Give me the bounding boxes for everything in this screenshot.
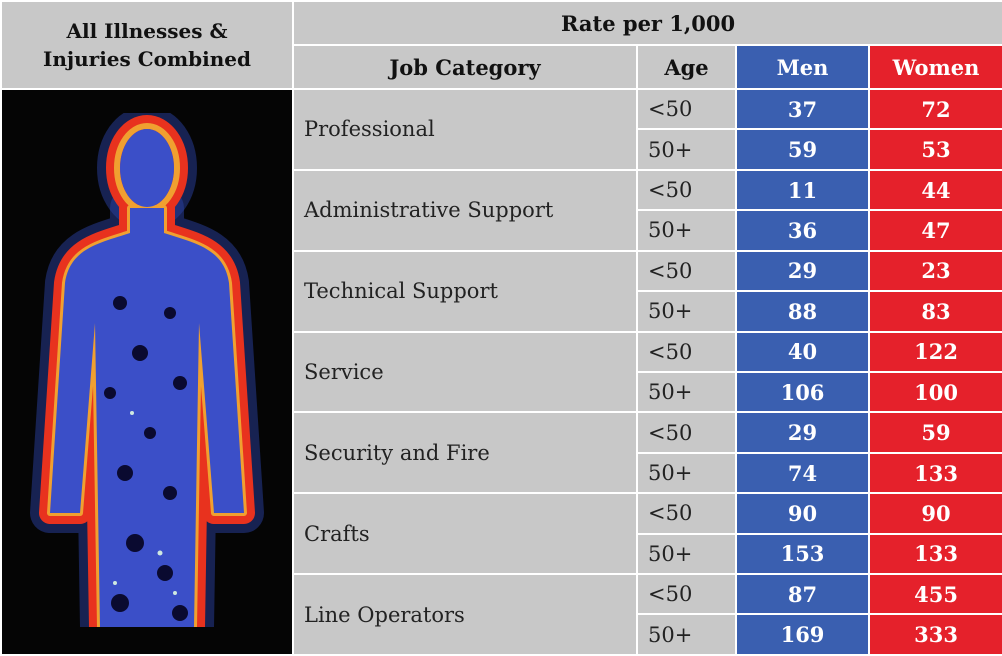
table-row: Security and Fire <50 29 59 xyxy=(1,411,1002,495)
corner-header: All Illnesses & Injuries Combined xyxy=(0,0,294,90)
men-rate: 106 xyxy=(735,370,870,414)
women-rate: 72 xyxy=(867,87,1002,131)
women-rate: 122 xyxy=(867,330,1002,373)
men-rate: 11 xyxy=(735,168,870,212)
age: 50+ xyxy=(636,209,737,252)
table-row: 50+ 59 53 xyxy=(1,128,1002,171)
age: <50 xyxy=(636,411,737,454)
women-rate: 133 xyxy=(867,451,1002,495)
table-row: 50+ 106 100 xyxy=(1,370,1002,414)
women-rate: 90 xyxy=(867,492,1002,535)
age: <50 xyxy=(636,168,737,212)
women-rate: 100 xyxy=(867,370,1002,414)
body-scan-image xyxy=(30,105,264,647)
job-category: Security and Fire xyxy=(292,411,638,495)
table-row: Professional <50 37 72 xyxy=(0,87,1002,656)
women-rate: 83 xyxy=(867,290,1002,333)
women-rate: 455 xyxy=(867,573,1002,616)
age: <50 xyxy=(636,87,737,131)
table-row: 50+ 153 133 xyxy=(1,532,1002,576)
women-rate: 53 xyxy=(867,128,1002,171)
table-row: Administrative Support <50 11 44 xyxy=(1,168,1002,252)
column-header: Men xyxy=(735,44,870,90)
men-rate: 87 xyxy=(735,573,870,616)
table-row: Technical Support <50 29 23 xyxy=(1,249,1002,333)
men-rate: 153 xyxy=(735,532,870,576)
job-category: Line Operators xyxy=(292,573,638,656)
women-rate: 47 xyxy=(867,209,1002,252)
age: <50 xyxy=(636,492,737,535)
women-rate: 333 xyxy=(867,613,1002,656)
men-rate: 29 xyxy=(735,249,870,293)
table-row: Service <50 40 122 xyxy=(1,330,1002,414)
age: <50 xyxy=(636,330,737,373)
men-rate: 29 xyxy=(735,411,870,454)
table-row: Crafts <50 90 90 xyxy=(1,492,1002,576)
age: 50+ xyxy=(636,532,737,576)
men-rate: 90 xyxy=(735,492,870,535)
men-rate: 40 xyxy=(735,330,870,373)
age: <50 xyxy=(636,573,737,616)
table-row: 50+ 88 83 xyxy=(1,290,1002,333)
job-category: Professional xyxy=(292,88,638,171)
age: 50+ xyxy=(636,370,737,414)
women-rate: 23 xyxy=(867,249,1002,293)
men-rate: 74 xyxy=(735,451,870,495)
group-header: Rate per 1,000 xyxy=(291,0,1002,46)
men-rate: 59 xyxy=(735,128,870,171)
table-row: 50+ 36 47 xyxy=(1,209,1002,252)
job-category: Service xyxy=(292,330,638,414)
table-body: Professional <50 37 72 50+ 59 53 Administrative… xyxy=(0,87,1002,656)
women-rate: 133 xyxy=(867,532,1002,576)
column-header: Job Category xyxy=(292,44,638,90)
corner-line: All Illnesses & xyxy=(66,19,228,43)
men-rate: 37 xyxy=(735,87,870,131)
women-rate: 44 xyxy=(867,168,1002,212)
men-rate: 36 xyxy=(735,209,870,252)
age: 50+ xyxy=(636,613,737,656)
job-category: Administrative Support xyxy=(292,168,638,252)
table-row: 50+ 169 333 xyxy=(1,613,1002,656)
figure-cell xyxy=(0,88,294,656)
job-category: Crafts xyxy=(292,492,638,576)
men-rate: 169 xyxy=(735,613,870,656)
age: <50 xyxy=(636,249,737,293)
column-header: Age xyxy=(636,44,737,90)
age: 50+ xyxy=(636,451,737,495)
age: 50+ xyxy=(636,290,737,333)
table-row: 50+ 74 133 xyxy=(1,451,1002,495)
women-rate: 59 xyxy=(867,411,1002,454)
job-category: Technical Support xyxy=(292,249,638,333)
age: 50+ xyxy=(636,128,737,171)
corner-line: Injuries Combined xyxy=(42,47,251,71)
column-header: Women xyxy=(867,44,1002,90)
men-rate: 88 xyxy=(735,290,870,333)
table-row: Line Operators <50 87 455 xyxy=(1,573,1002,656)
